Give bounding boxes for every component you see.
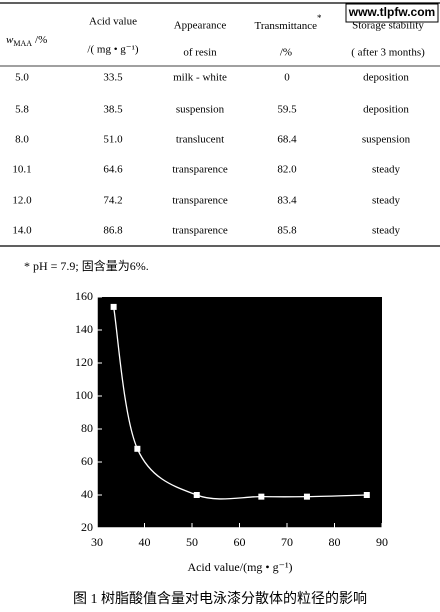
table-cell: 64.6 [103,164,123,176]
header-cell: ( after 3 months) [351,47,425,59]
header-cell: Appearance [174,20,227,32]
y-tick-label: 20 [81,520,93,534]
data-point [303,493,310,500]
x-tick-label: 70 [281,535,293,549]
data-point [110,303,117,310]
data-point [363,492,370,498]
y-tick-label: 40 [81,487,93,501]
data-point [258,493,265,500]
table-cell: 68.4 [277,134,297,146]
table-cell: 83.4 [277,195,297,207]
header-cell: /% [280,47,292,59]
y-tick-label: 60 [81,454,93,468]
header-subscript: MAA [13,39,32,48]
table-cell: translucent [176,134,224,146]
table-cell: transparence [172,164,228,176]
table-cell: deposition [363,72,409,84]
header-unit: /% [35,34,47,46]
table-cell: steady [372,225,401,237]
header-cell: Storage stability [352,20,424,32]
table-cell: 51.0 [103,134,123,146]
header-symbol: w [6,34,14,46]
table-cell: steady [372,164,401,176]
table-cell: 38.5 [103,104,123,116]
x-tick-label: 30 [91,535,103,549]
y-tick-label: 160 [75,289,93,303]
table-cell: transparence [172,195,228,207]
data-point [193,492,200,498]
x-tick-label: 90 [376,535,388,549]
table-cell: transparence [172,225,228,237]
plot-area [97,297,382,528]
x-axis-title: Acid value/(mg • g⁻¹) [187,560,292,574]
table-cell: 5.0 [15,72,29,84]
table-cell: 8.0 [15,134,29,146]
y-tick-label: 120 [75,355,93,369]
watermark-box [345,3,439,23]
y-tick-label: 80 [81,421,93,435]
table-cell: 10.1 [12,164,31,176]
data-point [134,445,141,452]
footnote: * pH = 7.9; 固含量为6%. [24,258,149,273]
table-cell: 59.5 [277,104,297,116]
y-axis-title: Particle diameter/nm [75,362,89,463]
header-cell: wMAA/% [6,34,47,48]
x-tick-label: 60 [234,535,246,549]
header-cell: Acid value [89,16,137,28]
header-cell: Transmittance* [254,13,322,31]
table-cell: suspension [176,104,225,116]
table-cell: steady [372,195,401,207]
x-tick-label: 80 [329,535,341,549]
header-mark: * [317,13,322,23]
y-tick-label: 100 [75,388,93,402]
x-tick-label: 40 [139,535,151,549]
table-cell: milk - white [173,72,227,84]
table-cell: 74.2 [103,195,122,207]
table-cell: 86.8 [103,225,123,237]
watermark: www.tlpfw.com [348,5,435,19]
table-cell: suspension [362,134,411,146]
table-cell: 33.5 [103,72,123,84]
table-cell: 82.0 [277,164,297,176]
y-tick-label: 140 [75,322,93,336]
header-cell: of resin [183,47,217,59]
table-cell: 5.8 [15,104,29,116]
x-tick-label: 50 [186,535,198,549]
header-text: Transmittance [254,20,317,32]
table-cell: 12.0 [12,195,32,207]
table-cell: 14.0 [12,225,32,237]
table-cell: deposition [363,104,409,116]
figure-caption: 图 1 树脂酸值含量对电泳漆分散体的粒径的影响 [73,591,367,607]
table-cell: 0 [284,72,290,84]
header-cell: /( mg • g⁻¹) [87,44,138,56]
table-cell: 85.8 [277,225,297,237]
